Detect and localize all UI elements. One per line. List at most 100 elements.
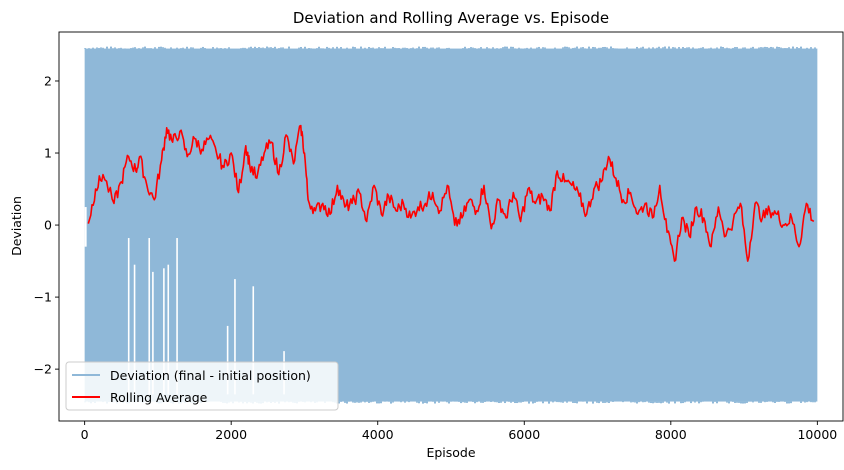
deviation-edge-top [530,47,532,49]
deviation-edge-top [204,47,206,49]
deviation-edge-top [736,47,738,49]
deviation-edge-top [200,47,202,49]
deviation-edge-bottom [810,401,812,403]
deviation-edge-top [288,46,290,49]
deviation-edge-top [562,47,564,49]
deviation-edge-bottom [630,401,632,403]
deviation-edge-top [780,47,782,49]
deviation-edge-bottom [380,401,382,404]
deviation-edge-top [684,48,686,49]
deviation-edge-top [132,47,134,49]
deviation-edge-top [612,48,614,49]
deviation-edge-top [542,47,544,49]
deviation-edge-top [134,47,136,49]
deviation-edge-bottom [494,401,496,403]
deviation-edge-bottom [758,401,760,403]
deviation-edge-bottom [496,401,498,403]
deviation-edge-bottom [534,401,536,403]
y-tick-label: 2 [44,73,52,88]
deviation-edge-top [96,47,98,49]
deviation-edge-top [742,47,744,49]
deviation-edge-bottom [674,401,676,404]
deviation-edge-bottom [504,401,506,404]
deviation-edge-bottom [390,401,392,404]
deviation-edge-bottom [806,401,808,403]
deviation-gap [234,279,236,395]
deviation-start [84,207,87,247]
deviation-edge-top [580,47,582,49]
deviation-edge-bottom [746,401,748,403]
deviation-edge-top [186,46,188,49]
deviation-edge-bottom [558,401,560,403]
deviation-edge-bottom [652,401,654,404]
deviation-edge-top [354,47,356,49]
deviation-edge-bottom [804,401,806,403]
deviation-edge-bottom [774,401,776,403]
deviation-edge-top [726,47,728,49]
deviation-edge-bottom [358,401,360,403]
y-tick-label: −2 [34,362,52,377]
deviation-edge-top [604,46,606,49]
deviation-edge-top [710,47,712,49]
x-tick-label: 4000 [362,427,394,442]
deviation-edge-bottom [700,401,702,403]
y-axis-ticks: −2 −1 0 1 2 [34,73,59,377]
deviation-edge-bottom [644,401,646,403]
deviation-edge-top [648,47,650,49]
deviation-gap [152,271,154,395]
deviation-edge-top [776,46,778,49]
deviation-edge-top [170,47,172,49]
deviation-edge-top [564,46,566,49]
deviation-edge-bottom [460,401,462,404]
deviation-edge-bottom [572,401,574,403]
deviation-edge-top [244,47,246,49]
deviation-edge-top [798,48,800,49]
deviation-edge-bottom [560,401,562,403]
deviation-edge-bottom [542,401,544,404]
deviation-edge-top [640,47,642,49]
deviation-edge-bottom [658,401,660,403]
deviation-edge-top [114,47,116,49]
deviation-edge-top [732,47,734,49]
deviation-edge-bottom [376,401,378,404]
deviation-edge-top [554,47,556,49]
deviation-edge-bottom [736,401,738,403]
deviation-gap [252,286,255,395]
deviation-edge-top [702,47,704,49]
deviation-edge-top [154,47,156,49]
deviation-edge-bottom [520,401,522,403]
deviation-edge-top [662,47,664,49]
deviation-edge-top [202,46,204,49]
deviation-edge-bottom [650,401,652,404]
deviation-edge-bottom [648,401,650,403]
deviation-edge-bottom [814,401,816,403]
deviation-edge-bottom [498,401,500,404]
deviation-edge-top [810,47,812,49]
deviation-edge-bottom [812,401,814,403]
deviation-edge-bottom [622,401,624,403]
deviation-edge-top [406,47,408,49]
deviation-edge-bottom [728,401,730,404]
deviation-edge-bottom [462,401,464,403]
deviation-gap [167,264,170,395]
rolling-average-line [87,124,815,262]
y-tick-label: 1 [44,146,52,161]
deviation-edge-top [430,47,432,49]
deviation-edge-top [336,46,338,49]
deviation-edge-bottom [408,401,410,403]
deviation-edge-top [770,46,772,49]
deviation-edge-bottom [418,401,420,404]
y-tick-label: −1 [34,290,52,305]
deviation-edge-bottom [800,401,802,403]
deviation-edge-bottom [474,401,476,404]
deviation-edge-top [566,46,568,49]
deviation-edge-bottom [772,401,774,403]
deviation-edge-top [424,46,426,49]
deviation-edge-top [384,46,386,49]
deviation-edge-top [626,47,628,49]
deviation-edge-bottom [510,401,512,403]
deviation-edge-top [300,46,302,49]
deviation-edge-top [92,47,94,49]
deviation-edge-top [346,47,348,49]
deviation-edge-top [162,47,164,49]
